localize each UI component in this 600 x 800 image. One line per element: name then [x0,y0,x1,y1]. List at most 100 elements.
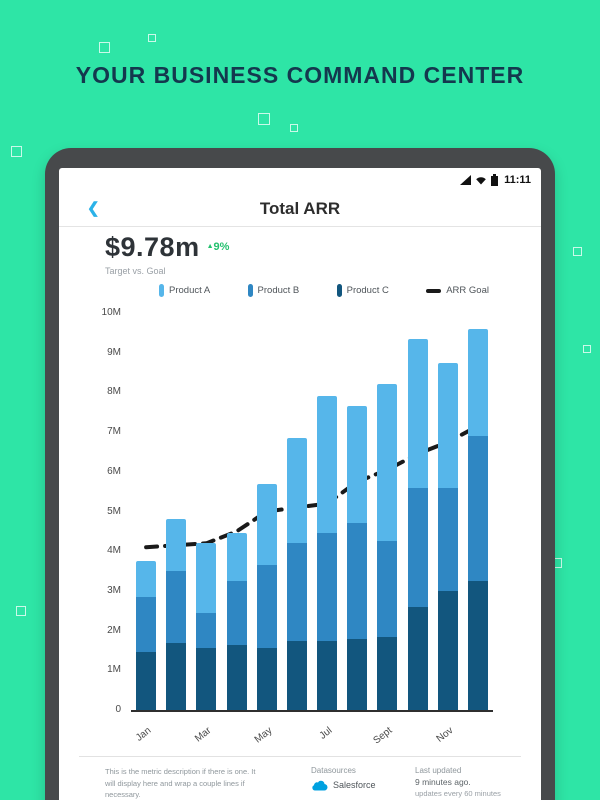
y-axis-label: 2M [107,624,121,636]
x-axis-label: Jan [133,725,154,744]
bar-segment-product-c-sept[interactable] [377,636,398,710]
metric-delta: ▲9% [206,241,230,253]
bar-segment-product-c-oct[interactable] [407,606,428,710]
bar-segment-product-b-nov[interactable] [437,487,458,591]
datasource-name: Salesforce [333,780,376,790]
status-bar: 11:11 [59,168,541,192]
y-axis-label: 10M [101,307,121,318]
x-axis: Jan Mar May Jul Sept Nov [59,718,541,758]
decorative-square [573,247,582,256]
back-icon[interactable]: ❮ [87,200,100,217]
salesforce-cloud-icon [312,780,328,791]
last-updated-note: updates every 60 minutes [415,789,501,798]
hero-title: YOUR BUSINESS COMMAND CENTER [75,62,525,88]
wifi-icon [476,177,486,185]
bar-segment-product-b-oct[interactable] [407,487,428,607]
y-axis-label: 3M [107,584,121,596]
arr-stacked-bar-chart: 10M 9M 8M 7M 6M 5M 4M 3M 2M 1M 0 Jan Mar May Jul Sept N… [59,307,541,748]
decorative-square [148,34,156,42]
bar-segment-product-c-jun[interactable] [286,640,307,710]
page-title: Total ARR [259,199,341,218]
decorative-square [290,124,298,132]
footer-divider [79,756,521,757]
last-updated-value: 9 minutes ago. [415,777,471,787]
x-axis-label: Sept [371,725,395,747]
chart-legend: Product A Product B Product C ARR Goal [159,284,489,297]
delta-up-icon: ▲ [206,243,214,250]
decorative-square [99,42,110,53]
bar-segment-product-a-oct[interactable] [407,338,428,488]
legend-item-product-b[interactable]: Product B [247,284,299,297]
bar-segment-product-b-mar[interactable] [196,612,217,649]
bar-segment-product-c-jul[interactable] [317,640,338,710]
cellular-signal-icon [460,175,472,185]
y-axis-label: 5M [107,505,121,517]
legend-swatch [247,284,253,297]
bar-segment-product-a-feb[interactable] [166,519,187,572]
y-axis-label: 0 [115,704,121,715]
datasource-item[interactable]: Salesforce [311,779,376,791]
decorative-square [11,146,22,157]
y-axis-label: 7M [107,426,121,438]
bar-segment-product-c-jan[interactable] [136,652,157,710]
decorative-square [16,606,26,616]
bar-segment-product-c-mar[interactable] [196,648,217,710]
bar-segment-product-a-jun[interactable] [286,438,307,544]
bar-segment-product-b-aug[interactable] [347,523,368,639]
bar-segment-product-a-nov[interactable] [437,362,458,488]
legend-item-product-a[interactable]: Product A [159,284,210,297]
bar-segment-product-b-jul[interactable] [317,533,338,641]
bar-segment-product-b-apr[interactable] [226,580,247,645]
y-axis-label: 4M [107,545,121,557]
bar-segment-product-a-mar[interactable] [196,543,217,613]
tablet-screen: 11:11 ❮ Total ARR $9.78m ▲9% Target vs. … [59,168,541,800]
bar-segment-product-c-feb[interactable] [166,642,187,710]
metric-subtitle: Target vs. Goal [105,266,166,276]
decorative-square [583,345,591,353]
bar-segment-product-a-jan[interactable] [136,561,157,597]
legend-item-product-c[interactable]: Product C [336,284,389,297]
bar-segment-product-b-may[interactable] [256,565,277,649]
bar-segment-product-a-jul[interactable] [317,396,338,534]
bar-segment-product-b-dec[interactable] [467,436,488,581]
metric-value: $9.78m [105,232,200,262]
y-axis-label: 8M [107,386,121,398]
decorative-square [258,113,270,125]
x-axis-label: Jul [317,725,335,742]
tablet-frame: 11:11 ❮ Total ARR $9.78m ▲9% Target vs. … [45,148,555,800]
bar-segment-product-c-nov[interactable] [437,590,458,710]
bar-segment-product-c-apr[interactable] [226,644,247,710]
last-updated-block: Last updated 9 minutes ago. updates ever… [415,766,535,798]
bar-segment-product-b-jan[interactable] [136,596,157,653]
datasources-label: Datasources [311,766,356,775]
legend-swatch [336,284,342,297]
legend-dash-swatch [426,288,442,293]
nav-bar: ❮ Total ARR [59,192,541,227]
bar-segment-product-a-aug[interactable] [347,406,368,524]
bar-segment-product-c-dec[interactable] [467,580,488,710]
plot-area [131,313,493,712]
bar-segment-product-c-may[interactable] [256,648,277,710]
legend-item-arr-goal[interactable]: ARR Goal [426,285,489,296]
bar-segment-product-b-sept[interactable] [377,541,398,637]
bar-segment-product-a-apr[interactable] [226,533,247,581]
bar-segment-product-b-feb[interactable] [166,571,187,643]
clock-time: 11:11 [504,174,531,186]
datasources-block: Datasources Salesforce [311,766,376,791]
bar-segment-product-b-jun[interactable] [286,543,307,641]
x-axis-label: Nov [434,725,456,745]
y-axis-label: 1M [107,664,121,676]
bar-segment-product-a-dec[interactable] [467,328,488,437]
x-axis-label: May [252,725,275,746]
bar-segment-product-a-may[interactable] [256,483,277,566]
metric-description: This is the metric description if there … [105,767,256,800]
battery-icon [491,174,499,186]
last-updated-label: Last updated [415,766,462,775]
bar-segment-product-a-sept[interactable] [377,384,398,542]
y-axis-label: 9M [107,346,121,358]
x-axis-label: Mar [193,725,214,745]
bar-segment-product-c-aug[interactable] [347,638,368,710]
legend-swatch [159,284,164,297]
metric-block: $9.78m ▲9% Target vs. Goal [105,232,229,276]
